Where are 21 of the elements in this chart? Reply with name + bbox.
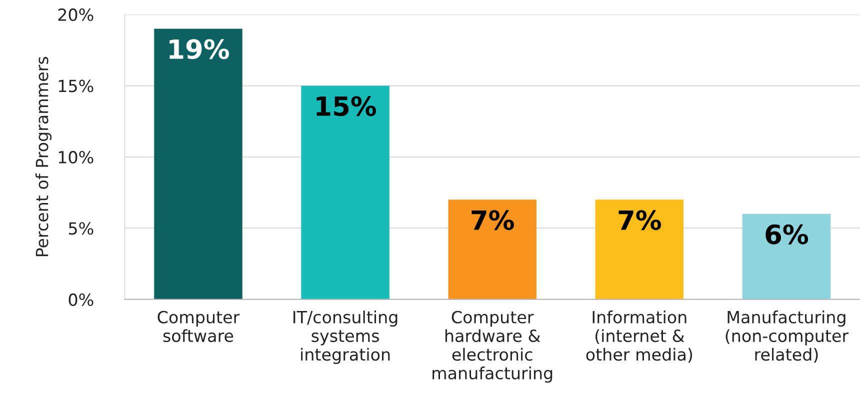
data-label: 15% (316, 96, 376, 116)
y-tick-label: 5% (68, 222, 94, 235)
x-tick-label: Computer software (158, 310, 240, 342)
data-label: 7% (618, 210, 661, 230)
y-axis-title: Percent of Programmers (35, 56, 52, 256)
x-tick-label: Computer hardware & electronic manufacturing (432, 310, 552, 383)
data-label: 6% (766, 224, 808, 244)
y-tick-label: 0% (68, 293, 94, 306)
y-tick-label: 20% (58, 8, 94, 22)
y-tick-label: 15% (58, 80, 94, 92)
x-tick-label: IT/consulting systems integration (294, 310, 398, 364)
bar (595, 200, 684, 300)
x-tick-label: Information (internet & other media) (586, 310, 692, 363)
data-label: 19% (170, 39, 229, 60)
bar (301, 86, 390, 300)
data-label: 7% (472, 210, 514, 230)
bar (154, 28, 242, 300)
y-tick-label: 10% (58, 150, 94, 164)
bar (742, 214, 831, 300)
bar (448, 200, 536, 300)
x-tick-label: Manufacturing (non-computer related) (726, 310, 849, 363)
